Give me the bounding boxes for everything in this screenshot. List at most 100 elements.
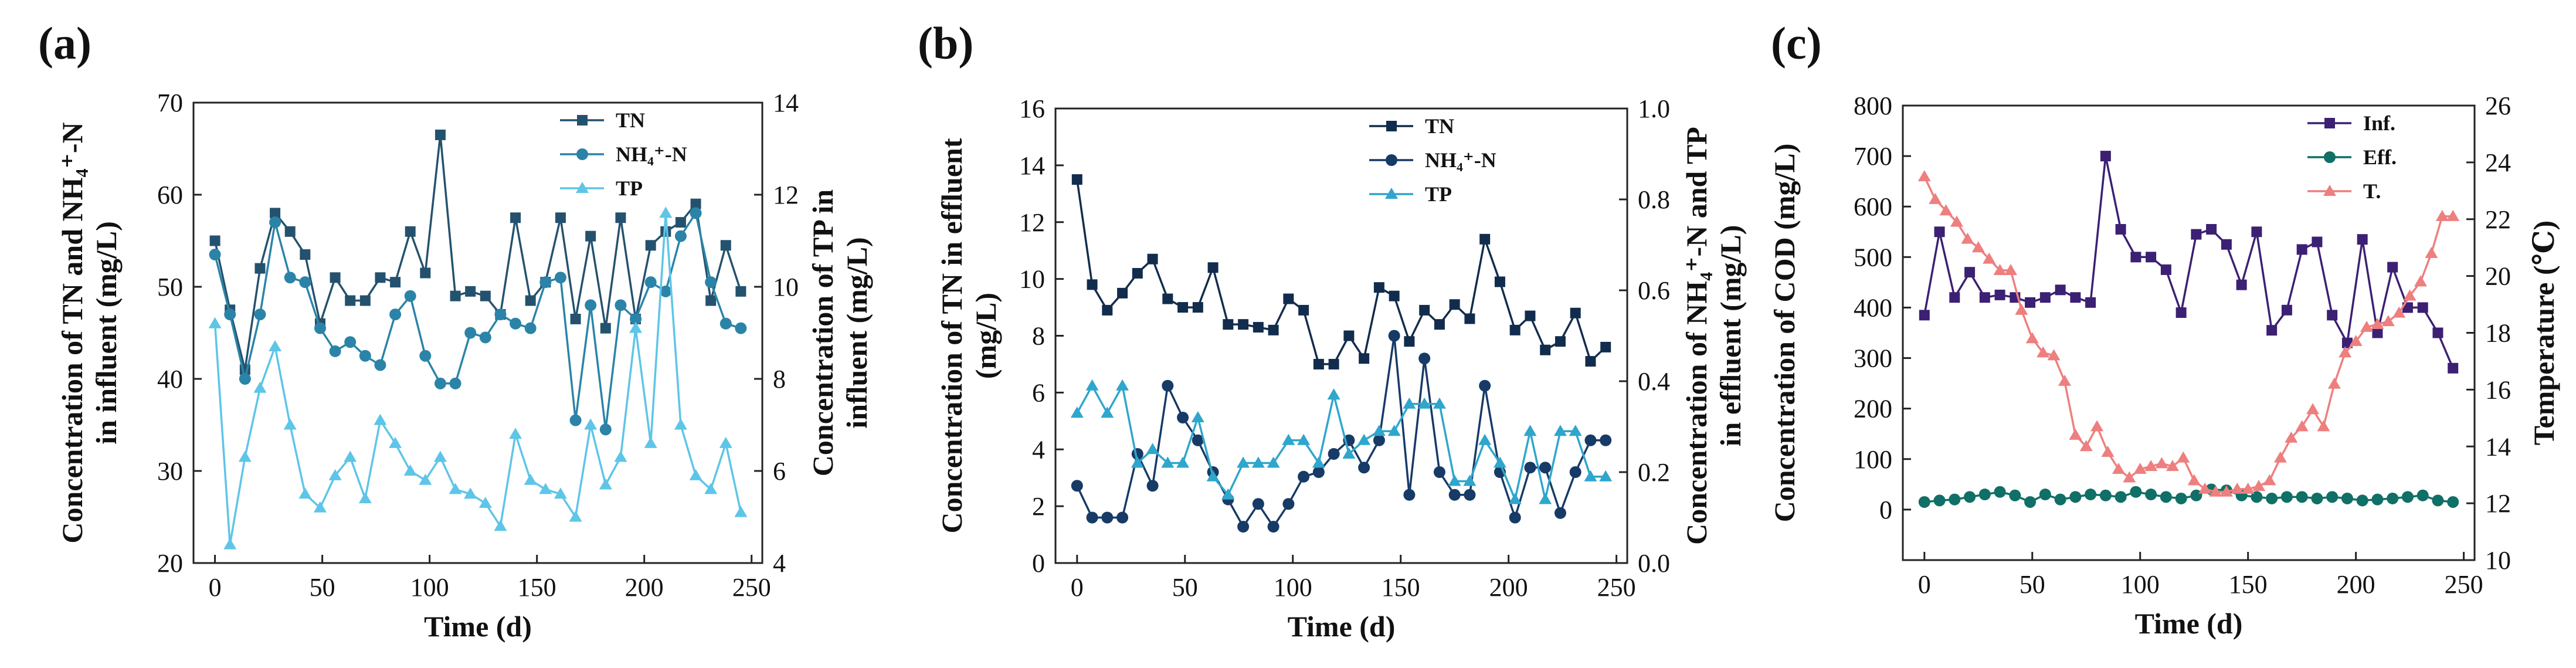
y-axis-title: Concentration of COD (mg/L): [1768, 144, 1801, 523]
data-point: [254, 263, 266, 274]
data-point: [420, 267, 431, 279]
data-point: [1949, 493, 1961, 506]
data-point: [2166, 460, 2179, 472]
data-point: [674, 418, 687, 430]
data-point: [270, 208, 281, 219]
data-point: [209, 235, 220, 246]
data-point: [2401, 491, 2414, 503]
data-point: [1479, 379, 1491, 392]
data-point: [1116, 511, 1129, 524]
data-point: [719, 317, 732, 330]
data-point: [464, 487, 477, 499]
data-point: [1433, 466, 1445, 478]
data-point: [2311, 492, 2323, 504]
data-point: [539, 483, 552, 494]
chart-panel-2: (c) 0 50 100 150 200 250 Time (d) 0 100 200 300 400 5…: [1768, 18, 2560, 640]
data-point: [269, 340, 282, 352]
x-tick-label: 200: [1489, 573, 1528, 602]
series-line-0: [1076, 179, 1607, 365]
chart-panel-1: (b) 0 50 100 150 200 250 Time (d) 0 2 4 6 8 10 12 14 16 0…: [918, 18, 1747, 643]
y2-tick-label: 10: [2485, 546, 2511, 575]
data-point: [2130, 486, 2142, 498]
y-tick-label: 40: [157, 365, 183, 394]
legend-label: T.: [2363, 179, 2381, 203]
legend-marker: [1385, 188, 1398, 199]
data-point: [735, 286, 746, 297]
data-point: [253, 381, 267, 393]
data-point: [1283, 293, 1294, 304]
data-point: [1918, 496, 1930, 508]
data-point: [2115, 223, 2126, 235]
y-tick-label: 600: [1854, 192, 1892, 221]
x-tick-label: 50: [1172, 573, 1198, 602]
data-point: [1116, 379, 1129, 391]
y2-tick-label: 0.4: [1638, 367, 1670, 396]
data-point: [2317, 420, 2330, 432]
data-point: [1161, 456, 1175, 468]
legend-label: TN: [1425, 114, 1454, 138]
data-point: [403, 464, 417, 476]
data-point: [1252, 498, 1264, 510]
x-tick-label: 150: [2229, 570, 2268, 599]
data-point: [1418, 397, 1431, 409]
data-point: [1540, 344, 1551, 355]
data-point: [614, 450, 627, 462]
data-point: [2160, 264, 2171, 275]
data-point: [494, 520, 507, 531]
data-point: [720, 240, 731, 251]
data-point: [2251, 491, 2263, 503]
data-point: [2206, 223, 2217, 235]
data-point: [1403, 397, 1416, 409]
y-tick-label: 16: [1019, 94, 1045, 123]
data-point: [690, 198, 701, 209]
plot-frame: [1054, 107, 1628, 564]
data-point: [1971, 241, 1985, 253]
data-point: [390, 277, 401, 288]
data-point: [1584, 434, 1597, 446]
data-point: [2266, 325, 2278, 336]
data-point: [2447, 496, 2459, 508]
data-point: [1177, 412, 1189, 423]
data-point: [208, 317, 222, 328]
data-point: [374, 413, 387, 425]
y-tick-label: 0: [1032, 549, 1045, 578]
y-tick-label: 0: [1879, 496, 1892, 524]
legend-label: NH₄⁺-N: [616, 143, 687, 166]
y-axis-title: Concentration of TN in effluent: [935, 138, 968, 533]
data-point: [405, 226, 416, 237]
y-tick-label: 60: [157, 181, 183, 209]
data-point: [419, 350, 432, 362]
data-point: [2085, 297, 2096, 308]
y-tick-label: 700: [1854, 142, 1892, 171]
data-point: [629, 321, 643, 333]
data-point: [704, 483, 718, 494]
data-point: [1327, 388, 1340, 400]
data-point: [344, 450, 357, 462]
data-point: [1177, 302, 1189, 313]
data-point: [239, 373, 251, 385]
data-point: [2392, 306, 2406, 318]
chart-panel-0: (a) 0 50 100 150 200 250 Time (d) 20 30 40 50 60 70 4 6…: [38, 18, 873, 643]
panel-label: (c): [1771, 18, 1822, 69]
data-point: [1357, 433, 1371, 445]
data-point: [1223, 319, 1234, 330]
data-point: [2069, 491, 2082, 503]
data-point: [1162, 293, 1173, 304]
data-point: [1251, 456, 1265, 468]
y-tick-label: 14: [1019, 151, 1045, 180]
data-point: [585, 230, 596, 242]
data-point: [1419, 304, 1430, 316]
data-point: [1086, 511, 1098, 524]
data-point: [660, 285, 672, 297]
data-point: [2054, 493, 2066, 506]
data-point: [1297, 433, 1311, 445]
data-point: [2371, 317, 2384, 329]
data-point: [2009, 489, 2021, 501]
y2-tick-label: 1.0: [1638, 94, 1670, 123]
data-point: [2231, 482, 2244, 494]
data-point: [1238, 319, 1249, 330]
data-point: [480, 290, 491, 301]
data-point: [2039, 489, 2051, 501]
data-point: [1268, 324, 1279, 335]
